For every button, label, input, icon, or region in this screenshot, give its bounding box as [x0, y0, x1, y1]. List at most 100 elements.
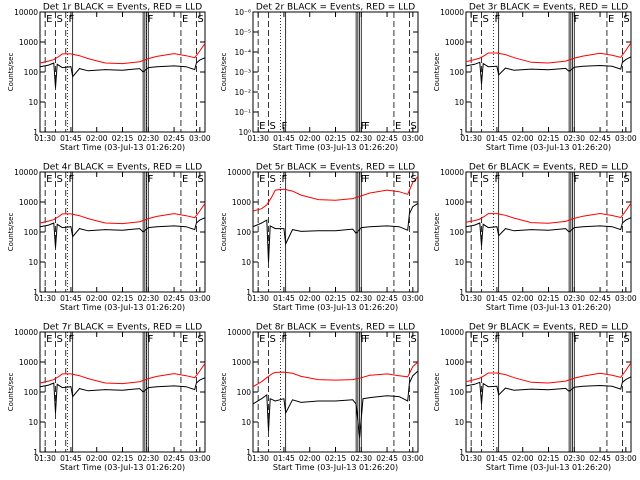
y-axis-label: Counts/sec [433, 53, 441, 92]
x-axis-label: Start Time (03-Jul-13 01:26:20) [486, 463, 611, 472]
x-tick-label: 02:45 [589, 454, 611, 463]
y-tick-label: 1000 [232, 198, 251, 207]
y-tick-label: 10000 [227, 328, 251, 337]
event-marker-label: S [56, 174, 62, 185]
event-marker-label: S [410, 334, 416, 345]
y-tick-label: 1000 [19, 358, 38, 367]
x-tick-label: 02:30 [350, 134, 372, 143]
x-axis-label: Start Time (03-Jul-13 01:26:20) [486, 303, 611, 312]
event-marker-label: S [482, 174, 488, 185]
y-tick-label: 10000 [440, 328, 464, 337]
y-tick-label: 100 [24, 388, 39, 397]
x-tick-label: 01:45 [60, 134, 82, 143]
x-tick-label: 01:45 [60, 294, 82, 303]
y-tick-label: 10⁻⁶ [234, 8, 251, 17]
x-tick-label: 02:15 [112, 134, 134, 143]
y-axis-label: Counts/sec [220, 373, 228, 412]
x-tick-label: 03:00 [615, 454, 637, 463]
event-marker-label: E [472, 174, 478, 185]
event-marker-label: F [361, 121, 367, 132]
event-marker-label: F [364, 334, 370, 345]
x-tick-label: 01:30 [247, 294, 269, 303]
event-marker-label: S [623, 334, 629, 345]
y-tick-label: 10⁻⁴ [234, 48, 251, 57]
x-tick-label: 02:45 [589, 294, 611, 303]
x-tick-label: 02:45 [376, 294, 398, 303]
panel-9: Det 9r BLACK = Events, RED = LLD 1 10 100 10… [433, 323, 637, 473]
x-axis-label: Start Time (03-Jul-13 01:26:20) [60, 303, 185, 312]
y-tick-label: 1000 [232, 358, 251, 367]
x-tick-label: 01:30 [247, 454, 269, 463]
x-tick-label: 02:45 [589, 134, 611, 143]
x-tick-label: 02:00 [512, 134, 534, 143]
plot-frame [465, 171, 632, 293]
event-marker-label: S [623, 174, 629, 185]
y-tick-label: 10000 [227, 168, 251, 177]
panel-title: Det 4r BLACK = Events, RED = LLD [43, 163, 202, 173]
event-marker-label: E [46, 174, 52, 185]
y-tick-label: 1 [459, 288, 464, 297]
x-tick-label: 02:30 [137, 294, 159, 303]
series-lld-line [465, 362, 632, 384]
x-tick-label: 01:45 [273, 454, 295, 463]
event-marker-label: E [182, 334, 188, 345]
y-tick-label: 1 [459, 448, 464, 457]
plot-frame [252, 11, 419, 133]
x-tick-label: 02:00 [512, 454, 534, 463]
x-tick-label: 01:30 [247, 134, 269, 143]
x-tick-label: 01:45 [273, 294, 295, 303]
x-axis-label: Start Time (03-Jul-13 01:26:20) [60, 463, 185, 472]
x-tick-label: 01:45 [486, 134, 508, 143]
panel-6: Det 6r BLACK = Events, RED = LLD 1 10 100 10… [433, 163, 637, 313]
x-tick-label: 02:30 [563, 294, 585, 303]
x-tick-label: 01:45 [486, 294, 508, 303]
x-tick-label: 02:30 [563, 134, 585, 143]
y-tick-label: 1 [246, 448, 251, 457]
x-tick-label: 02:30 [350, 454, 372, 463]
y-tick-label: 10 [454, 258, 464, 267]
y-tick-label: 10⁻⁵ [234, 28, 251, 37]
x-tick-label: 02:00 [299, 294, 321, 303]
y-tick-label: 1 [246, 288, 251, 297]
series-events-line [465, 217, 632, 246]
y-tick-label: 10 [454, 98, 464, 107]
event-marker-label: E [395, 334, 401, 345]
x-tick-label: 02:15 [325, 134, 347, 143]
x-tick-label: 03:00 [189, 294, 211, 303]
event-marker-label: S [269, 121, 275, 132]
x-tick-label: 02:15 [538, 134, 560, 143]
plot-frame [252, 331, 419, 453]
x-tick-label: 03:00 [615, 294, 637, 303]
plot-frame [39, 331, 206, 453]
event-marker-label: F [282, 174, 288, 185]
x-axis-label: Start Time (03-Jul-13 01:26:20) [60, 143, 185, 152]
y-tick-label: 1 [33, 448, 38, 457]
x-tick-label: 01:30 [34, 294, 56, 303]
event-marker-label: E [395, 174, 401, 185]
y-tick-label: 10 [28, 98, 38, 107]
series-events-line [465, 376, 632, 404]
event-marker-label: F [69, 334, 75, 345]
y-tick-label: 1000 [19, 198, 38, 207]
event-marker-label: S [197, 14, 203, 25]
plot-frame [465, 331, 632, 453]
series-lld-line [465, 42, 632, 64]
x-tick-label: 02:30 [137, 134, 159, 143]
series-events-line [252, 370, 419, 438]
y-tick-label: 100 [450, 388, 465, 397]
series-lld-line [39, 363, 206, 385]
x-tick-label: 02:00 [86, 454, 108, 463]
event-marker-label: E [182, 14, 188, 25]
x-tick-label: 03:00 [402, 294, 424, 303]
event-marker-label: F [574, 14, 580, 25]
event-marker-label: E [46, 14, 52, 25]
panel-3: Det 3r BLACK = Events, RED = LLD 1 10 100 10… [433, 3, 637, 153]
x-tick-label: 01:30 [34, 134, 56, 143]
x-tick-label: 01:30 [34, 454, 56, 463]
x-tick-label: 02:30 [137, 454, 159, 463]
panel-7: Det 7r BLACK = Events, RED = LLD 1 10 100 10… [7, 323, 211, 473]
event-marker-label: S [482, 334, 488, 345]
panel-title: Det 2r BLACK = Events, RED = LLD [256, 3, 415, 13]
y-tick-label: 100 [450, 228, 465, 237]
